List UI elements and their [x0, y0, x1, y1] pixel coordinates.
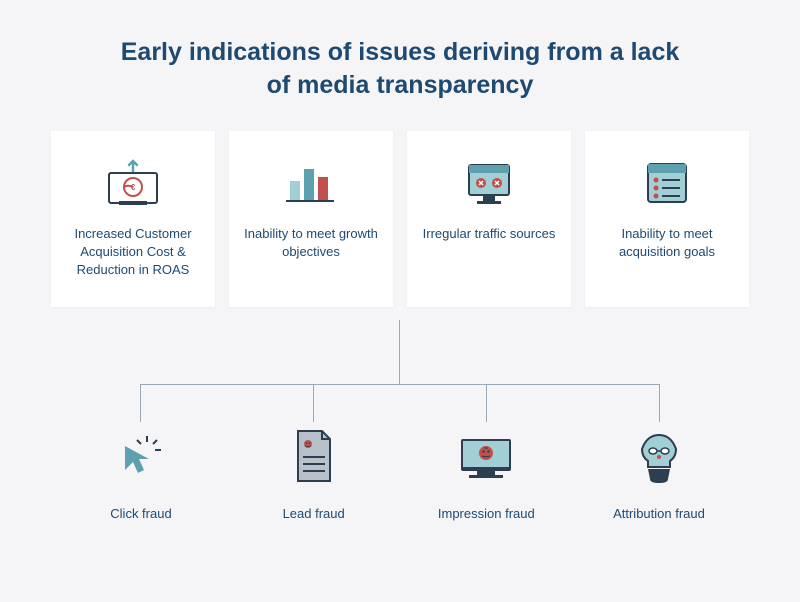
card-label: Inability to meet growth objectives	[241, 225, 381, 261]
bottom-label: Lead fraud	[283, 506, 345, 521]
lead-fraud-icon	[290, 422, 338, 490]
connector-stem	[399, 320, 400, 384]
item-click-fraud: Click fraud	[86, 422, 196, 521]
click-fraud-icon	[113, 422, 169, 490]
card-acquisition-goals: Inability to meet acquisition goals	[585, 131, 749, 307]
page-title: Early indications of issues deriving fro…	[0, 0, 800, 101]
card-label: Irregular traffic sources	[423, 225, 556, 243]
bar-chart-icon	[284, 155, 338, 211]
bottom-label: Attribution fraud	[613, 506, 705, 521]
card-growth: Inability to meet growth objectives	[229, 131, 393, 307]
card-cost-roas: € Increased Customer Acquisition Cost & …	[51, 131, 215, 307]
bottom-label: Impression fraud	[438, 506, 535, 521]
connector-vertical	[140, 384, 141, 422]
connector-vertical	[313, 384, 314, 422]
acquisition-list-icon	[642, 155, 692, 211]
connector-horizontal	[140, 384, 660, 385]
impression-fraud-icon	[455, 422, 517, 490]
cards-row: € Increased Customer Acquisition Cost & …	[0, 131, 800, 307]
cost-roas-icon: €	[103, 155, 163, 211]
attribution-fraud-icon	[632, 422, 686, 490]
irregular-traffic-icon	[461, 155, 517, 211]
item-lead-fraud: Lead fraud	[259, 422, 369, 521]
connector-vertical	[486, 384, 487, 422]
item-impression-fraud: Impression fraud	[431, 422, 541, 521]
card-irregular-traffic: Irregular traffic sources	[407, 131, 571, 307]
infographic-container: Early indications of issues deriving fro…	[0, 0, 800, 602]
svg-text:€: €	[131, 183, 136, 192]
bottom-label: Click fraud	[110, 506, 171, 521]
bottom-row: Click fraud Lead fraud	[0, 422, 800, 521]
card-label: Inability to meet acquisition goals	[597, 225, 737, 261]
item-attribution-fraud: Attribution fraud	[604, 422, 714, 521]
connector-vertical	[659, 384, 660, 422]
card-label: Increased Customer Acquisition Cost & Re…	[63, 225, 203, 280]
